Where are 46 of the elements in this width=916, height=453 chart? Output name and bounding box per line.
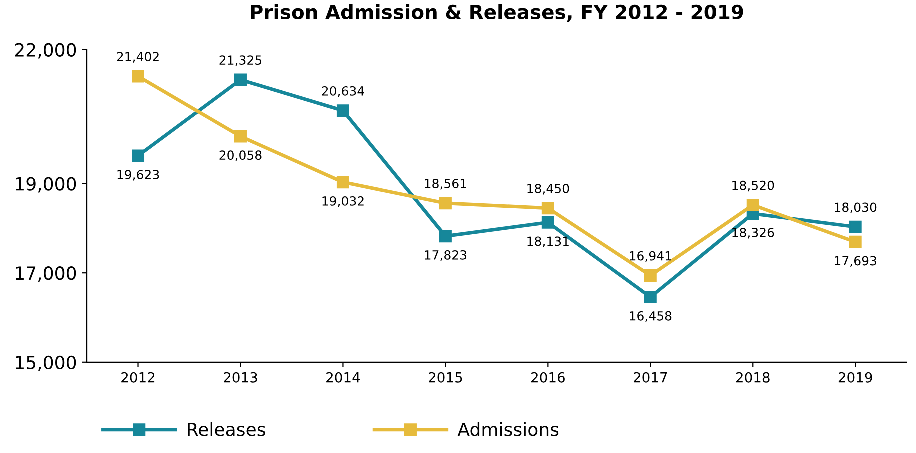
point xyxy=(336,176,350,189)
x-tick-label: 2016 xyxy=(532,372,565,383)
data-label: 19,623 xyxy=(118,170,160,181)
data-label: 20,634 xyxy=(322,86,364,98)
point xyxy=(132,150,145,162)
x-tick-label: 2017 xyxy=(634,372,668,383)
data-label: 18,450 xyxy=(528,184,570,195)
y-tick-label: 22,000 xyxy=(15,43,76,59)
data-label: 20,058 xyxy=(220,150,262,162)
data-label: 18,131 xyxy=(528,236,569,248)
point xyxy=(439,197,452,210)
x-tick-label: 2013 xyxy=(224,372,258,383)
chart-title: Prison Admission & Releases, FY 2012 - 2019 xyxy=(251,4,744,22)
point xyxy=(336,104,350,118)
data-label: 17,823 xyxy=(425,250,467,262)
x-tick-label: 2012 xyxy=(122,372,155,383)
data-label: 17,693 xyxy=(835,256,876,267)
y-tick-label: 17,000 xyxy=(16,266,76,282)
data-label: 18,030 xyxy=(835,202,877,214)
data-label: 16,941 xyxy=(630,251,672,262)
x-tick-label: 2019 xyxy=(838,372,872,383)
point xyxy=(542,216,554,229)
x-tick-label: 2014 xyxy=(326,372,360,383)
y-tick-label: 19,000 xyxy=(16,177,76,193)
point xyxy=(542,202,554,215)
data-label: 21,325 xyxy=(220,56,262,66)
y-tick-label: 15,000 xyxy=(16,356,76,372)
data-label: 18,561 xyxy=(425,179,466,190)
point xyxy=(132,70,145,83)
legend-label: Releases xyxy=(188,422,266,436)
point xyxy=(746,198,760,212)
point xyxy=(644,291,657,304)
point xyxy=(849,236,862,248)
point xyxy=(234,130,247,143)
data-label: 18,520 xyxy=(732,180,774,192)
point xyxy=(234,74,247,86)
data-label: 21,402 xyxy=(117,52,159,63)
data-label: 18,326 xyxy=(732,228,774,239)
x-tick-label: 2018 xyxy=(736,372,770,383)
legend-label: Admissions xyxy=(458,422,559,436)
x-tick-label: 2015 xyxy=(429,372,462,383)
point xyxy=(439,230,452,243)
point xyxy=(849,220,862,234)
data-label: 19,032 xyxy=(322,196,364,208)
point xyxy=(644,269,657,282)
data-label: 16,458 xyxy=(630,311,672,322)
